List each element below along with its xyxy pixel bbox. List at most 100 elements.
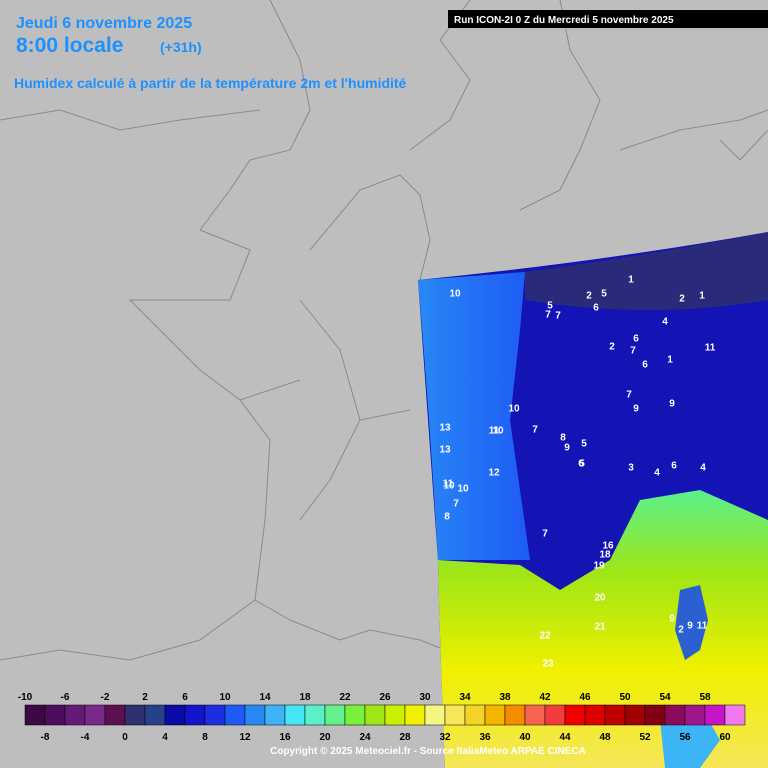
legend-tick-label: 46 [579, 692, 591, 703]
legend-swatch [84, 704, 106, 726]
legend-swatch [724, 704, 746, 726]
map-value-label: 10 [443, 481, 455, 492]
legend-tick-label: 0 [122, 732, 128, 743]
legend-tick-label: 36 [479, 732, 491, 743]
legend-tick-label: 54 [659, 692, 671, 703]
legend: -10-8-6-4-202468101214161820222426283032… [18, 692, 746, 743]
map-value-label: 1 [667, 355, 673, 366]
legend-swatch [544, 704, 566, 726]
legend-swatch [444, 704, 466, 726]
map-value-label: 23 [542, 659, 554, 670]
legend-swatch [424, 704, 446, 726]
legend-tick-label: 28 [399, 732, 411, 743]
map-value-label: 11 [489, 426, 500, 437]
legend-tick-label: 12 [239, 732, 251, 743]
map-value-label: 3 [628, 463, 634, 474]
map-value-label: 8 [560, 433, 566, 444]
legend-swatch [404, 704, 426, 726]
legend-tick-label: -4 [81, 732, 90, 743]
map-value-label: 11 [697, 621, 708, 632]
sea-zone [438, 490, 768, 768]
legend-tick-label: 30 [419, 692, 431, 703]
legend-tick-label: 24 [359, 732, 371, 743]
legend-swatch [184, 704, 206, 726]
legend-tick-label: -8 [41, 732, 50, 743]
map-value-label: 5 [601, 289, 607, 300]
map-value-label: 1 [699, 291, 705, 302]
legend-tick-label: 32 [439, 732, 451, 743]
date: Jeudi 6 novembre 2025 [16, 15, 192, 32]
legend-swatch [144, 704, 166, 726]
map-value-label: 5 [579, 459, 585, 470]
map-value-label: 18 [599, 550, 611, 561]
legend-tick-label: 16 [279, 732, 291, 743]
legend-swatch [284, 704, 306, 726]
legend-swatch [384, 704, 406, 726]
legend-swatch [504, 704, 526, 726]
legend-swatch [584, 704, 606, 726]
legend-swatch [44, 704, 66, 726]
map-value-label: 7 [555, 311, 561, 322]
legend-swatch [684, 704, 706, 726]
legend-tick-label: 40 [519, 732, 531, 743]
map-value-label: 9 [669, 614, 675, 625]
legend-tick-label: 38 [499, 692, 511, 703]
map-value-label: 2 [609, 342, 615, 353]
run-box [448, 10, 768, 28]
map-value-label: 9 [633, 404, 639, 415]
legend-tick-label: 50 [619, 692, 631, 703]
map-value-label: 6 [671, 461, 677, 472]
legend-tick-label: 26 [379, 692, 391, 703]
legend-tick-label: 60 [719, 732, 731, 743]
map-value-label: 7 [626, 390, 632, 401]
map-value-label: 11 [705, 343, 716, 354]
legend-tick-label: 42 [539, 692, 551, 703]
map-value-label: 13 [439, 423, 451, 434]
map-value-label: 7 [532, 425, 538, 436]
map-value-label: 10 [457, 484, 469, 495]
corsica [675, 585, 708, 660]
map-value-label: 2 [586, 291, 592, 302]
map-value-label: 8 [444, 512, 450, 523]
map-value-label: 4 [700, 463, 706, 474]
map-value-label: 6 [633, 334, 639, 345]
legend-swatch [524, 704, 546, 726]
map-value-label: 4 [654, 468, 660, 479]
map-value-label: 1 [628, 275, 634, 286]
legend-tick-label: 22 [339, 692, 351, 703]
legend-tick-label: 34 [459, 692, 471, 703]
map-value-label: 7 [545, 310, 551, 321]
legend-swatch [364, 704, 386, 726]
map-value-label: 20 [594, 593, 606, 604]
legend-swatch [464, 704, 486, 726]
legend-swatch [244, 704, 266, 726]
legend-tick-label: 10 [219, 692, 231, 703]
map-value-label: 11 [443, 479, 454, 490]
legend-swatch [644, 704, 666, 726]
map-value-label: 9 [687, 621, 693, 632]
map-value-label: 6 [642, 360, 648, 371]
legend-swatch [304, 704, 326, 726]
map-value-label: 5 [581, 439, 587, 450]
legend-swatch [484, 704, 506, 726]
map-value-label: 5 [547, 301, 553, 312]
map-value-label: 6 [578, 459, 584, 470]
legend-swatch [124, 704, 146, 726]
legend-tick-label: -6 [61, 692, 70, 703]
map-value-label: 10 [508, 404, 520, 415]
map-value-label: 16 [602, 541, 614, 552]
map-value-label: 2 [679, 294, 685, 305]
legend-tick-label: 6 [182, 692, 188, 703]
map-value-label: 7 [542, 529, 548, 540]
legend-swatch [704, 704, 726, 726]
legend-tick-label: 20 [319, 732, 331, 743]
legend-tick-label: 14 [259, 692, 271, 703]
legend-tick-label: 48 [599, 732, 611, 743]
time: 8:00 locale [16, 34, 123, 57]
map-value-label: 12 [488, 468, 500, 479]
legend-swatch [264, 704, 286, 726]
map-value-label: 6 [593, 303, 599, 314]
legend-tick-label: 58 [699, 692, 711, 703]
map-value-label: 7 [630, 346, 636, 357]
